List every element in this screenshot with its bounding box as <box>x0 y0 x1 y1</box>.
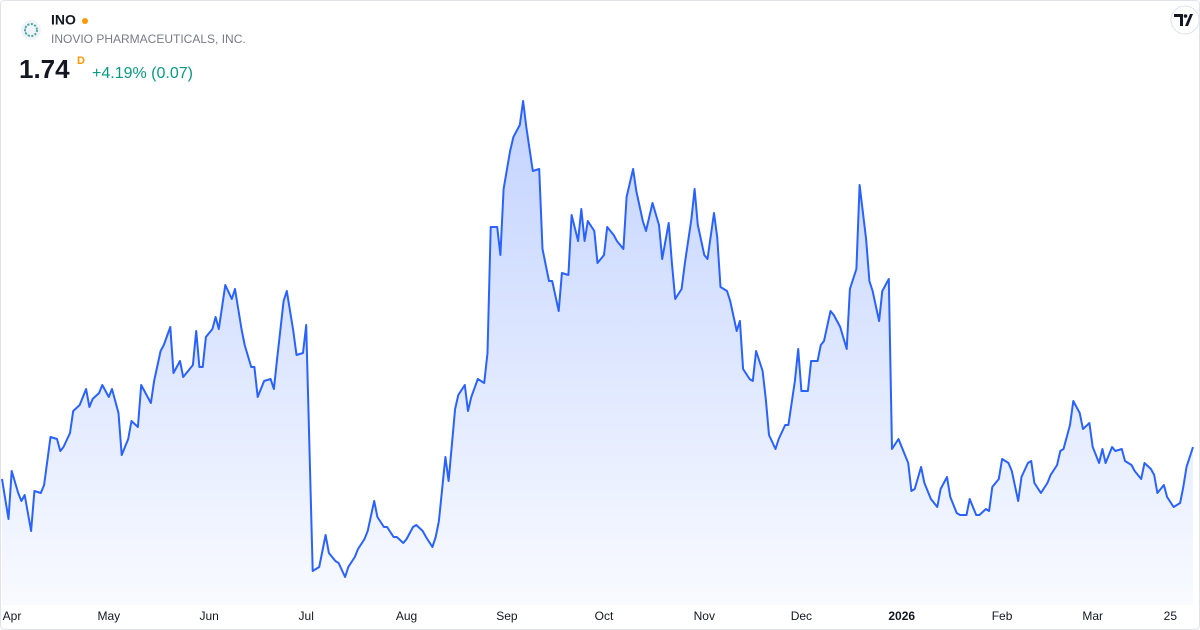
plot-area: Apr May Jun Jul Aug Sep Oct Nov Dec 2026 Feb Mar 25 <box>1 100 1194 623</box>
price-change: +4.19% (0.07) <box>92 65 193 82</box>
brand-logo <box>1170 5 1200 35</box>
company-name: INOVIO PHARMACEUTICALS, INC. <box>51 32 246 46</box>
price-line <box>1 100 1194 578</box>
x-tick-label: Sep <box>496 609 518 623</box>
x-tick-label: Aug <box>396 609 417 623</box>
area-fill <box>2 101 1193 605</box>
x-tick-label: 2026 <box>888 609 915 623</box>
interval: D <box>77 55 85 67</box>
x-tick-label: Mar <box>1082 609 1103 623</box>
x-tick-label: Nov <box>694 609 715 623</box>
x-tick-label: Jun <box>199 609 218 623</box>
x-tick-label: Feb <box>992 609 1013 623</box>
x-tick-label: May <box>97 609 120 623</box>
x-tick-label: Jul <box>299 609 314 623</box>
x-tick-label: Dec <box>791 609 812 623</box>
last-price: 1.74 <box>19 54 70 84</box>
market-status-dot <box>82 18 88 24</box>
symbol-logo <box>21 20 41 40</box>
x-tick-label: 25 <box>1164 609 1178 623</box>
x-tick-label: Oct <box>595 609 614 623</box>
x-tick-label: Apr <box>3 609 22 623</box>
symbol: INO <box>51 12 76 28</box>
